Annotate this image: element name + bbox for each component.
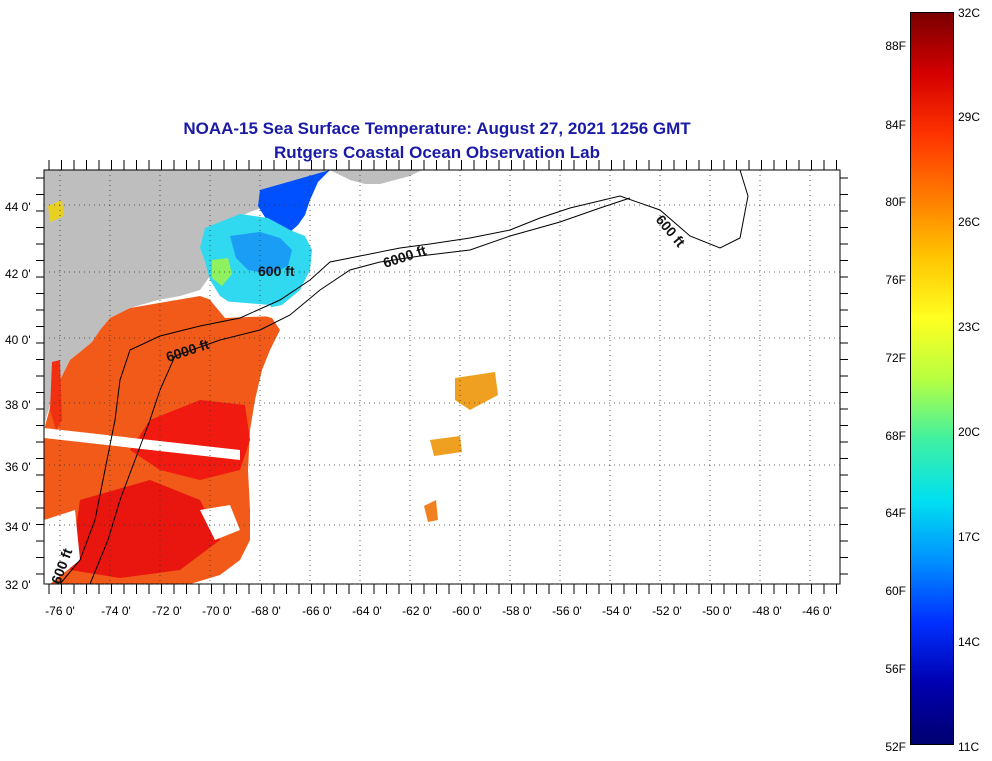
lon-label: -58 0' bbox=[502, 604, 532, 618]
lon-label: -54 0' bbox=[602, 604, 632, 618]
colorbar-f-label: 80F bbox=[885, 195, 906, 209]
warm-water-red-south bbox=[70, 480, 220, 578]
lon-label: -74 0' bbox=[101, 604, 131, 618]
lon-label: -46 0' bbox=[802, 604, 832, 618]
colorbar-f-label: 88F bbox=[885, 39, 906, 53]
offshore-patch bbox=[430, 436, 462, 456]
lon-label: -50 0' bbox=[702, 604, 732, 618]
lon-label: -48 0' bbox=[752, 604, 782, 618]
colorbar-f-label: 76F bbox=[885, 273, 906, 287]
contour-label: 6000 ft bbox=[381, 242, 428, 271]
gulf-of-maine-green bbox=[212, 258, 232, 286]
land-mass bbox=[44, 170, 330, 430]
lon-label: -64 0' bbox=[352, 604, 382, 618]
cloud-patch bbox=[44, 510, 80, 584]
offshore-patch bbox=[455, 372, 498, 410]
axis-ticks bbox=[36, 160, 848, 594]
offshore-patch bbox=[424, 500, 438, 522]
colorbar-f-label: 60F bbox=[885, 584, 906, 598]
gulf-of-maine-teal bbox=[230, 232, 292, 274]
land-strip bbox=[330, 170, 422, 184]
colorbar-c-label: 23C bbox=[958, 320, 981, 334]
lat-label: 38 0' bbox=[5, 398, 31, 412]
colorbar-c-label: 11C bbox=[958, 740, 980, 754]
colorbar-f-label: 56F bbox=[885, 662, 906, 676]
cold-water-gulf-of-maine bbox=[258, 170, 330, 232]
lon-label: -68 0' bbox=[251, 604, 281, 618]
contour-label: 600 ft bbox=[258, 263, 295, 279]
lat-label: 40 0' bbox=[5, 333, 31, 347]
colorbar-c-label: 29C bbox=[958, 110, 981, 124]
colorbar-f-label: 52F bbox=[885, 740, 906, 754]
lon-label: -56 0' bbox=[552, 604, 582, 618]
lon-label: -76 0' bbox=[45, 604, 75, 618]
colorbar-f-label: 64F bbox=[885, 506, 906, 520]
colorbar-c-label: 20C bbox=[958, 425, 981, 439]
lat-label: 36 0' bbox=[5, 460, 31, 474]
colorbar-c-label: 14C bbox=[958, 635, 981, 649]
graticule bbox=[44, 170, 840, 585]
colorbar-f-label: 84F bbox=[885, 118, 906, 132]
cloud-patch bbox=[200, 505, 240, 540]
plot-frame bbox=[43, 169, 841, 585]
cloud-gap-north bbox=[210, 300, 275, 318]
colorbar-c-label: 26C bbox=[958, 215, 981, 229]
map-title: NOAA-15 Sea Surface Temperature: August … bbox=[183, 119, 691, 138]
lat-label: 44 0' bbox=[5, 200, 31, 214]
map-subtitle: Rutgers Coastal Ocean Observation Lab bbox=[274, 143, 600, 162]
lon-label: -62 0' bbox=[402, 604, 432, 618]
colorbar-f-label: 72F bbox=[885, 351, 906, 365]
lon-label: -60 0' bbox=[452, 604, 482, 618]
lon-label: -72 0' bbox=[152, 604, 182, 618]
lon-label: -66 0' bbox=[302, 604, 332, 618]
chesapeake-bay bbox=[50, 360, 62, 430]
lat-label: 32 0' bbox=[5, 578, 31, 592]
lat-label: 42 0' bbox=[5, 267, 31, 281]
lon-label: -70 0' bbox=[202, 604, 232, 618]
colorbar-c-label: 32C bbox=[958, 6, 981, 20]
temperature-colorbar bbox=[910, 12, 954, 745]
contour-label: 600 ft bbox=[653, 212, 689, 251]
swath-gap bbox=[44, 428, 240, 460]
colorbar-c-label: 17C bbox=[958, 530, 981, 544]
lat-label: 34 0' bbox=[5, 520, 31, 534]
lon-label: -52 0' bbox=[652, 604, 682, 618]
colorbar-f-label: 68F bbox=[885, 429, 906, 443]
